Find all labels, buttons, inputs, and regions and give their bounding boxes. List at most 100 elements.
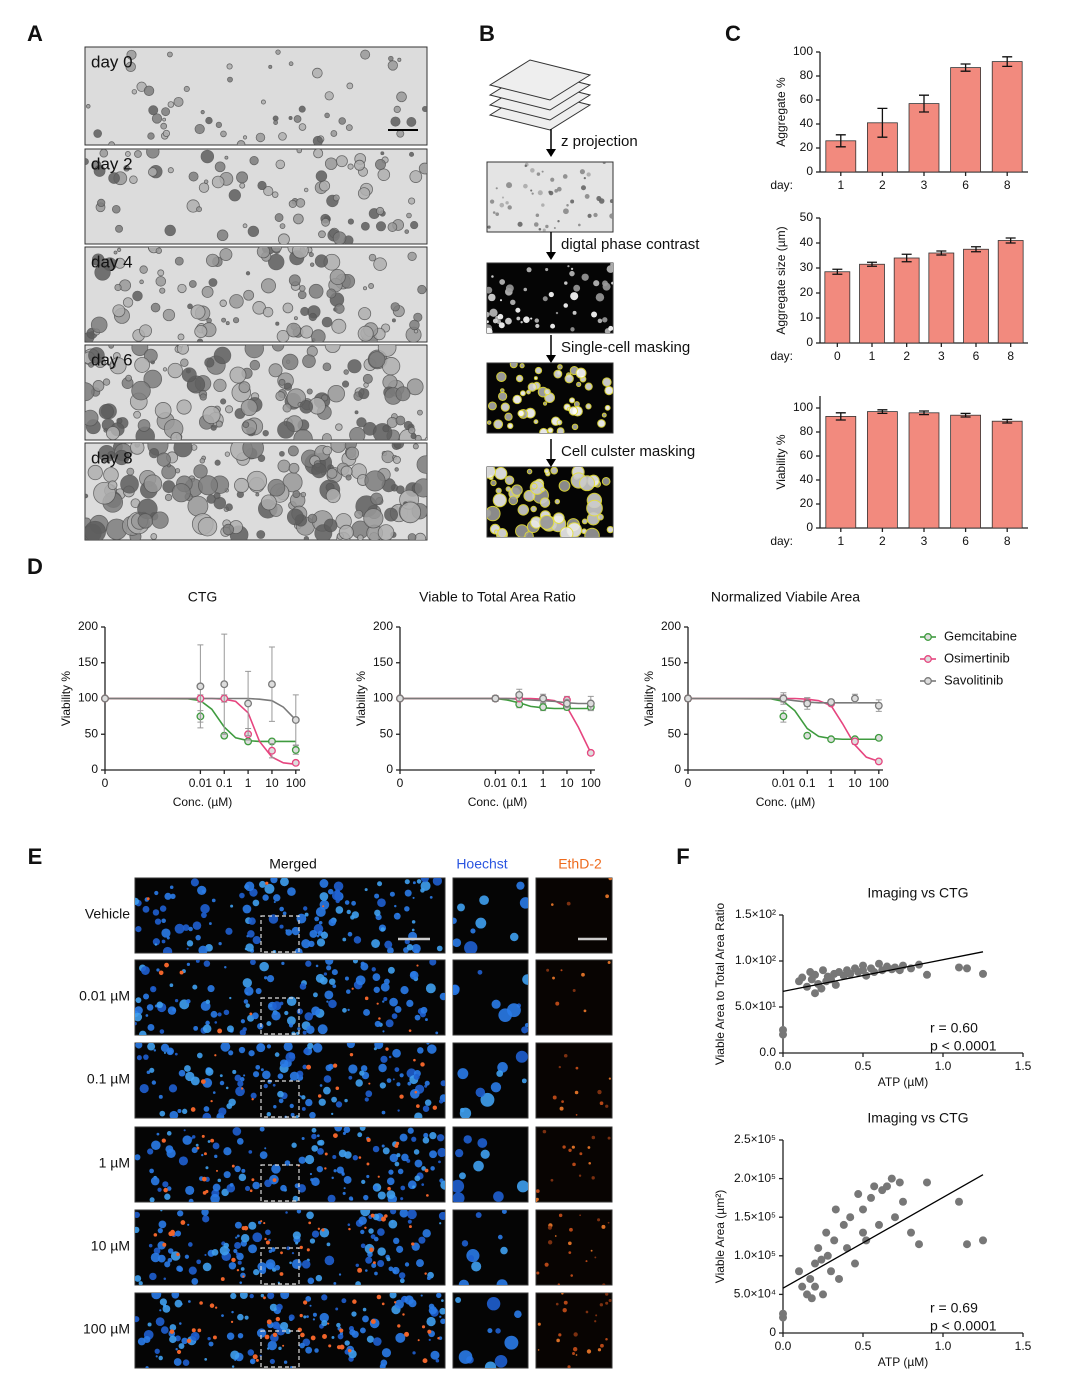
cell [373,1047,377,1051]
cell [471,1261,482,1272]
cell [535,323,540,329]
zoom-box [260,1330,300,1368]
cell [234,1074,242,1082]
cell [574,1090,579,1095]
cell [274,1264,281,1271]
dead-cell [404,1331,410,1337]
error-bar [901,253,912,263]
data-point [915,1240,923,1249]
cell [174,923,185,934]
y-tick-label: 0 [674,762,681,776]
y-tick-label: 30 [800,260,814,274]
cell [183,85,190,93]
dead-cell [255,1358,259,1362]
cell [527,382,537,392]
cell [275,391,286,402]
micrograph [84,148,428,245]
cell [314,254,329,268]
cell [135,926,142,933]
column-header: Merged [269,856,316,872]
cell [191,1278,199,1285]
dead-cell [200,1079,206,1085]
cell [283,1043,293,1052]
cell [199,393,207,401]
cell [203,960,211,967]
dead-cell [414,1090,418,1094]
cell [348,1075,353,1080]
dead-cell [275,1316,281,1322]
cell [568,406,579,416]
cell [198,182,210,193]
cell [260,99,266,105]
data-point [887,1174,896,1183]
dead-cell [186,1338,192,1344]
cell [178,1156,188,1166]
cell [551,903,554,906]
cell [407,1127,414,1134]
cell [213,346,232,365]
y-tick-label: 40 [800,472,814,486]
cell [381,1110,386,1115]
cells [135,960,445,1035]
cell [85,493,89,499]
cell [239,182,246,189]
cell [324,112,330,119]
dead-cell [299,1245,303,1250]
data-point [268,680,276,689]
cell [103,467,119,483]
cell [453,984,460,996]
cell [269,1303,278,1312]
cell [236,171,249,184]
cell [396,91,407,103]
cell [182,1108,188,1114]
cell [317,1140,323,1146]
cell [85,520,106,540]
cell [289,1103,294,1109]
cell [406,117,417,127]
dead-cell [153,1233,158,1237]
cell [221,1314,224,1318]
cell [526,389,531,395]
cell [260,1293,265,1298]
data-point [563,699,571,708]
cell [393,443,405,449]
dead-cell [272,1332,278,1338]
cell [203,1106,210,1112]
cell [359,1070,365,1076]
cell [307,513,318,524]
micrograph [535,877,613,954]
cell [377,881,383,887]
micrograph-bg [452,877,529,954]
cell [228,1050,234,1056]
cell [163,1051,166,1054]
x-tick-label: 0.01 [189,776,213,790]
cell [584,382,593,391]
cell [175,1230,182,1237]
cell [507,422,514,430]
cell [286,322,301,338]
cell [326,965,332,971]
cell [321,316,333,328]
cell [283,382,293,391]
cell [176,1265,183,1272]
cell [162,1181,169,1188]
cell [597,1218,601,1222]
cell [349,1329,356,1336]
cell [305,960,312,967]
cell [398,1272,406,1279]
dead-cell [308,1221,312,1225]
cell [585,403,592,410]
cell [479,895,489,906]
cell [540,486,546,492]
cell [225,405,234,414]
cell [184,1254,190,1259]
cell [571,423,579,431]
cell [94,264,111,281]
data-point [803,731,812,740]
cell [422,1229,431,1238]
cells [85,345,427,440]
x-tick-label: 8 [1004,534,1011,548]
cell [602,1283,606,1285]
cell [323,518,338,533]
cell [432,878,443,886]
